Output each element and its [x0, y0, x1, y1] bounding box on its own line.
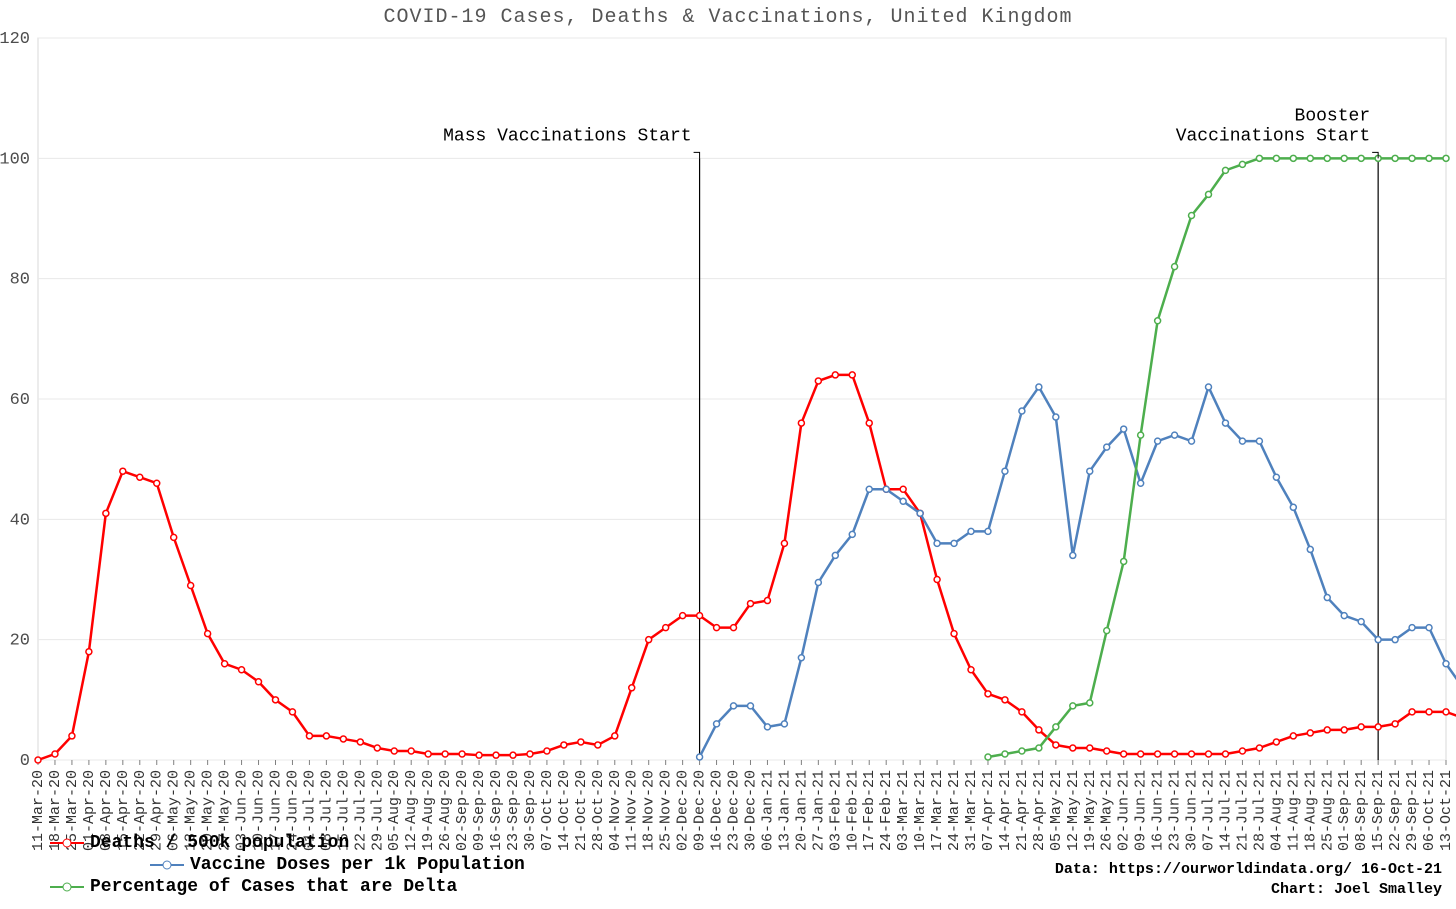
x-tick-label: 20-Jan-21 — [793, 770, 810, 851]
x-tick-label: 06-Jan-21 — [759, 770, 776, 851]
x-tick-label: 02-Jun-21 — [1116, 770, 1133, 851]
svg-text:0: 0 — [20, 752, 30, 771]
x-tick-label: 27-Jan-21 — [810, 770, 827, 851]
legend-swatch-delta — [50, 886, 84, 888]
legend-item-deaths: Deaths / 500k population — [50, 833, 349, 853]
x-tick-label: 07-Jul-21 — [1201, 770, 1218, 851]
x-tick-label: 05-May-21 — [1048, 770, 1065, 851]
x-tick-label: 11-Aug-21 — [1285, 770, 1302, 851]
x-tick-label: 12-May-21 — [1065, 770, 1082, 851]
legend-swatch-vaccine — [150, 864, 184, 866]
legend-item-vaccine: Vaccine Doses per 1k Population — [150, 855, 525, 875]
x-tick-label: 10-Feb-21 — [844, 770, 861, 851]
svg-text:80: 80 — [10, 271, 30, 290]
x-tick-label: 28-Apr-21 — [1031, 770, 1048, 851]
x-tick-label: 14-Jul-21 — [1217, 770, 1234, 851]
x-tick-label: 18-Aug-21 — [1302, 770, 1319, 851]
svg-text:Mass Vaccinations Start: Mass Vaccinations Start — [443, 126, 691, 146]
x-tick-label: 25-Aug-21 — [1319, 770, 1336, 851]
chart-container: COVID-19 Cases, Deaths & Vaccinations, U… — [0, 0, 1456, 909]
legend-label-delta: Percentage of Cases that are Delta — [90, 877, 457, 897]
svg-text:20: 20 — [10, 632, 30, 651]
x-tick-label: 23-Jun-21 — [1167, 770, 1184, 851]
x-tick-label: 08-Sep-21 — [1353, 770, 1370, 851]
x-tick-label: 06-Oct-21 — [1421, 770, 1438, 851]
legend-swatch-deaths — [50, 842, 84, 844]
svg-text:60: 60 — [10, 391, 30, 410]
x-tick-label: 17-Feb-21 — [861, 770, 878, 851]
legend: Deaths / 500k population Vaccine Doses p… — [50, 833, 750, 899]
x-tick-label: 03-Mar-21 — [895, 770, 912, 851]
x-tick-label: 10-Mar-21 — [912, 770, 929, 851]
x-tick-label: 13-Jan-21 — [776, 770, 793, 851]
legend-label-vaccine: Vaccine Doses per 1k Population — [190, 855, 525, 875]
x-tick-label: 24-Feb-21 — [878, 770, 895, 851]
x-tick-label: 22-Sep-21 — [1387, 770, 1404, 851]
svg-text:Vaccinations Start: Vaccinations Start — [1176, 126, 1370, 146]
x-tick-label: 21-Jul-21 — [1234, 770, 1251, 851]
legend-item-delta: Percentage of Cases that are Delta — [50, 877, 710, 897]
x-tick-label: 09-Jun-21 — [1133, 770, 1150, 851]
attribution-line1: Data: https://ourworldindata.org/ 16-Oct… — [1055, 860, 1442, 880]
x-tick-label: 16-Jun-21 — [1150, 770, 1167, 851]
x-tick-label: 28-Jul-21 — [1251, 770, 1268, 851]
x-tick-label: 07-Apr-21 — [980, 770, 997, 851]
x-tick-label: 04-Aug-21 — [1268, 770, 1285, 851]
svg-text:Booster: Booster — [1295, 106, 1371, 126]
x-tick-label: 11-Mar-20 — [30, 770, 47, 851]
x-tick-label: 13-Oct-21 — [1438, 770, 1455, 851]
legend-label-deaths: Deaths / 500k population — [90, 833, 349, 853]
attribution-line2: Chart: Joel Smalley — [1055, 880, 1442, 900]
x-tick-label: 31-Mar-21 — [963, 770, 980, 851]
x-tick-label: 19-May-21 — [1082, 770, 1099, 851]
x-tick-label: 17-Mar-21 — [929, 770, 946, 851]
x-tick-label: 15-Sep-21 — [1370, 770, 1387, 851]
attribution: Data: https://ourworldindata.org/ 16-Oct… — [1055, 860, 1442, 899]
x-tick-label: 03-Feb-21 — [827, 770, 844, 851]
x-tick-label: 29-Sep-21 — [1404, 770, 1421, 851]
plot-svg: 02040608010012011-Mar-2018-Mar-2025-Mar-… — [0, 0, 1456, 909]
svg-text:100: 100 — [0, 150, 30, 169]
svg-text:40: 40 — [10, 511, 30, 530]
x-tick-label: 01-Sep-21 — [1336, 770, 1353, 851]
x-tick-label: 21-Apr-21 — [1014, 770, 1031, 851]
x-tick-label: 24-Mar-21 — [946, 770, 963, 851]
x-tick-label: 26-May-21 — [1099, 770, 1116, 851]
svg-text:120: 120 — [0, 30, 30, 49]
x-tick-label: 14-Apr-21 — [997, 770, 1014, 851]
x-tick-label: 30-Jun-21 — [1184, 770, 1201, 851]
